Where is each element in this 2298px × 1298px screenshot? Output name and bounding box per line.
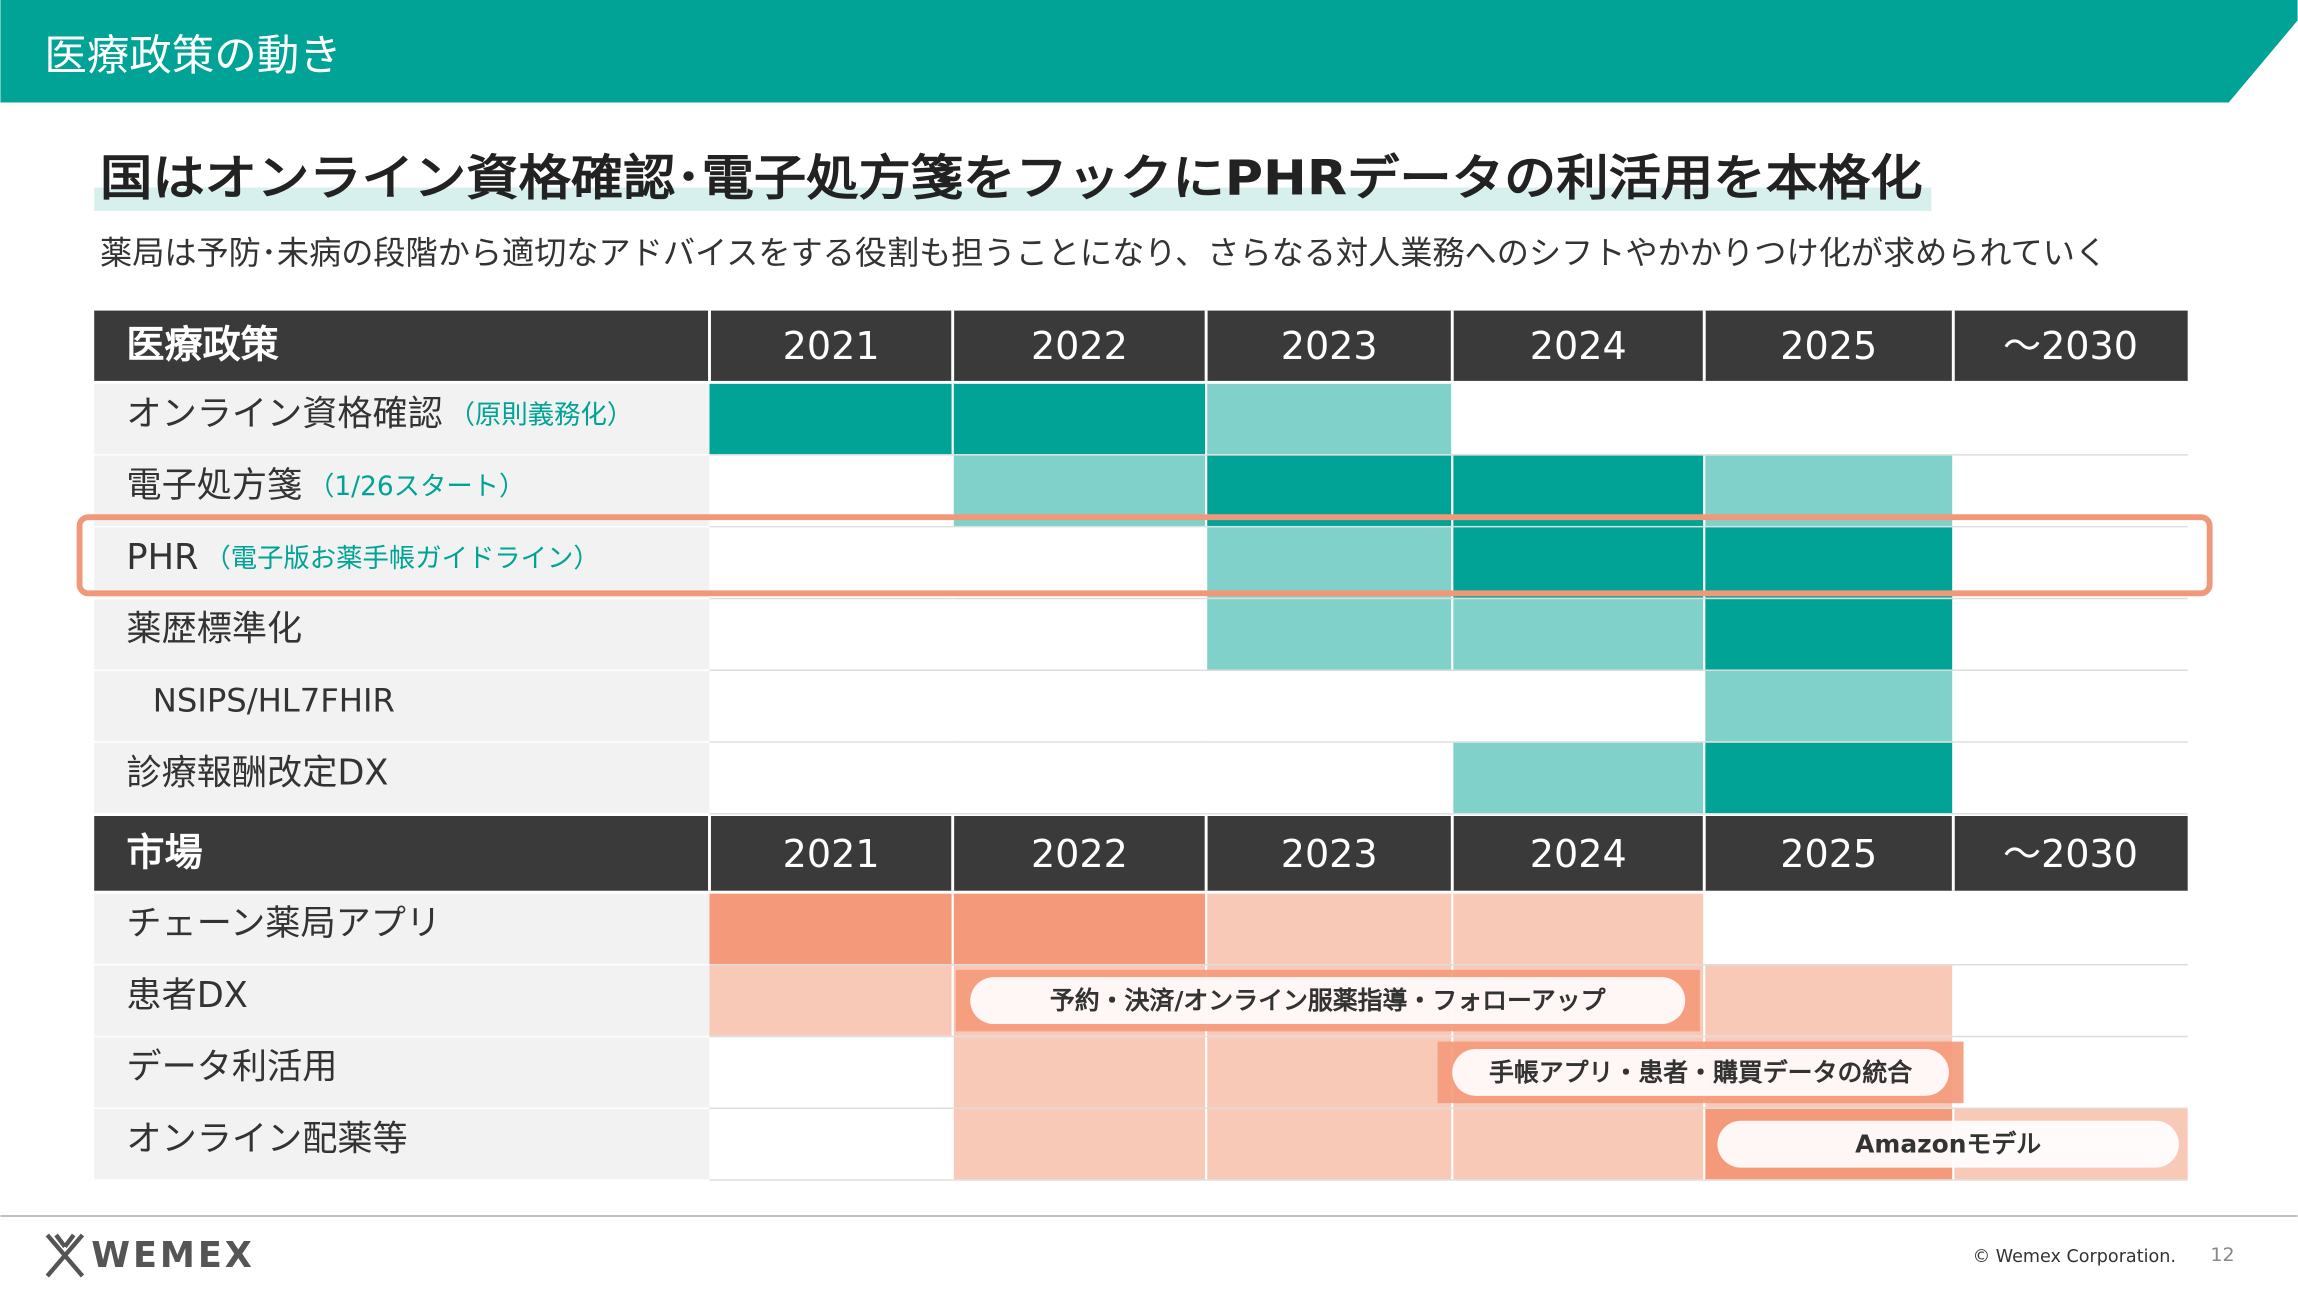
timeline-cell xyxy=(1704,455,1954,526)
timeline-cell xyxy=(952,383,1207,455)
table-header-label: 医療政策 xyxy=(126,323,278,367)
row-label: NSIPS/HL7FHIR xyxy=(153,681,395,719)
row-label-cell xyxy=(94,965,710,1036)
row-label-text: 診療報酬改定DX xyxy=(126,752,388,793)
bar-pill xyxy=(1717,1120,2179,1168)
row-label: オンライン配薬等 xyxy=(126,1119,407,1160)
row-label-text: NSIPS/HL7FHIR xyxy=(153,681,395,719)
timeline-cell xyxy=(1452,599,1705,670)
timeline-cell xyxy=(1206,455,1453,526)
row-label: 薬歴標準化 xyxy=(126,609,302,650)
timeline-cell xyxy=(952,1109,1207,1180)
row-label: 診療報酬改定DX xyxy=(126,752,388,793)
year-label: 2024 xyxy=(1530,324,1627,368)
timeline-cell xyxy=(1452,742,1705,814)
timeline-cell xyxy=(1452,527,1705,598)
year-label: 2021 xyxy=(783,832,880,876)
year-label: 2025 xyxy=(1780,324,1877,368)
timeline-cell xyxy=(709,383,953,455)
bar-pill xyxy=(970,977,1686,1025)
row-label-cell xyxy=(94,1037,710,1108)
row-label: PHR （電子版お薬手帳ガイドライン） xyxy=(126,537,599,578)
year-label: 2021 xyxy=(783,324,880,368)
row-label: オンライン資格確認 （原則義務化） xyxy=(126,393,633,434)
timeline-cell xyxy=(1206,527,1453,598)
timeline-cell xyxy=(1452,893,1705,964)
year-label: 2025 xyxy=(1780,832,1877,876)
row-label-cell xyxy=(94,455,710,526)
timeline-cell xyxy=(952,893,1207,964)
timeline-cell xyxy=(1206,1037,1453,1108)
timeline-cell xyxy=(1206,599,1453,670)
header-title: 医療政策の動き xyxy=(44,32,341,81)
year-label: 2022 xyxy=(1031,324,1128,368)
year-label: 2023 xyxy=(1281,832,1378,876)
row-label-cell xyxy=(94,599,710,670)
year-label: ～2030 xyxy=(2003,324,2138,368)
year-label: ～2030 xyxy=(2003,832,2138,876)
headline-highlight xyxy=(94,187,1932,211)
year-label: 2024 xyxy=(1530,832,1627,876)
row-label-cell xyxy=(94,742,710,814)
timeline-cell xyxy=(1206,893,1453,964)
timeline-cell xyxy=(709,965,953,1036)
row-label-text: PHR xyxy=(126,537,198,578)
timeline-cell xyxy=(1704,742,1954,814)
logo-text: WEMEX xyxy=(91,1235,255,1276)
row-label: データ利活用 xyxy=(126,1047,337,1088)
row-label: 電子処方箋 （1/26スタート） xyxy=(126,465,525,506)
row-label-text: 電子処方箋 xyxy=(126,465,302,506)
bar-label: 手帳アプリ・患者・購買データの統合 xyxy=(1489,1058,1912,1087)
header-bar xyxy=(0,0,2298,103)
row-label-text: チェーン薬局アプリ xyxy=(126,903,441,944)
row-label-note: （1/26スタート） xyxy=(308,472,525,502)
table-header-label: 市場 xyxy=(126,830,202,874)
table-header xyxy=(94,816,2188,891)
row-label-cell xyxy=(94,1109,710,1180)
timeline-cell xyxy=(1206,1109,1453,1180)
bar-label: 予約・決済/オンライン服薬指導・フォローアップ xyxy=(1050,986,1606,1015)
timeline-cell xyxy=(1704,527,1954,598)
row-label-cell xyxy=(94,383,710,455)
timeline-cell xyxy=(1452,1109,1705,1180)
row-label: チェーン薬局アプリ xyxy=(126,903,441,944)
row-label-cell xyxy=(94,893,710,964)
row-label-cell xyxy=(94,527,710,598)
bar-label: Amazonモデル xyxy=(1855,1130,2041,1159)
table-header xyxy=(94,310,2188,381)
row-label-text: オンライン配薬等 xyxy=(126,1119,407,1160)
timeline-cell xyxy=(1704,599,1954,670)
year-label: 2022 xyxy=(1031,832,1128,876)
timeline-cell xyxy=(1452,455,1705,526)
headline: 国はオンライン資格確認･電子処方箋をフックにPHRデータの利活用を本格化 xyxy=(100,151,1922,207)
timeline-cell xyxy=(952,455,1207,526)
timeline-cell xyxy=(1704,670,1954,742)
row-label-cell xyxy=(94,670,710,742)
year-label: 2023 xyxy=(1281,324,1378,368)
subheadline: 薬局は予防･未病の段階から適切なアドバイスをする役割も担うことになり、さらなる対… xyxy=(100,234,2107,272)
row-label-text: 薬歴標準化 xyxy=(126,609,302,650)
row-label: 患者DX xyxy=(126,975,247,1016)
row-label-text: 患者DX xyxy=(126,975,247,1016)
phr-highlight xyxy=(76,514,2213,597)
row-label-text: データ利活用 xyxy=(126,1047,337,1088)
timeline-tables: 医療政策 2021 2022 2023 2024 2025 ～2030 オンライン資格確認 （原… xyxy=(94,310,2188,1181)
row-label-note: （電子版お薬手帳ガイドライン） xyxy=(204,543,599,573)
timeline-cell xyxy=(1704,965,1954,1036)
logo-mark xyxy=(45,1233,85,1278)
timeline-cell xyxy=(709,893,953,964)
page-number: 12 xyxy=(2210,1244,2234,1266)
bar-pill xyxy=(1452,1048,1949,1096)
timeline-cell xyxy=(952,1037,1207,1108)
copyright: © Wemex Corporation. xyxy=(1973,1247,2176,1267)
row-label-text: オンライン資格確認 xyxy=(126,393,442,434)
row-label-note: （原則義務化） xyxy=(449,400,634,430)
timeline-cell xyxy=(1206,383,1453,455)
